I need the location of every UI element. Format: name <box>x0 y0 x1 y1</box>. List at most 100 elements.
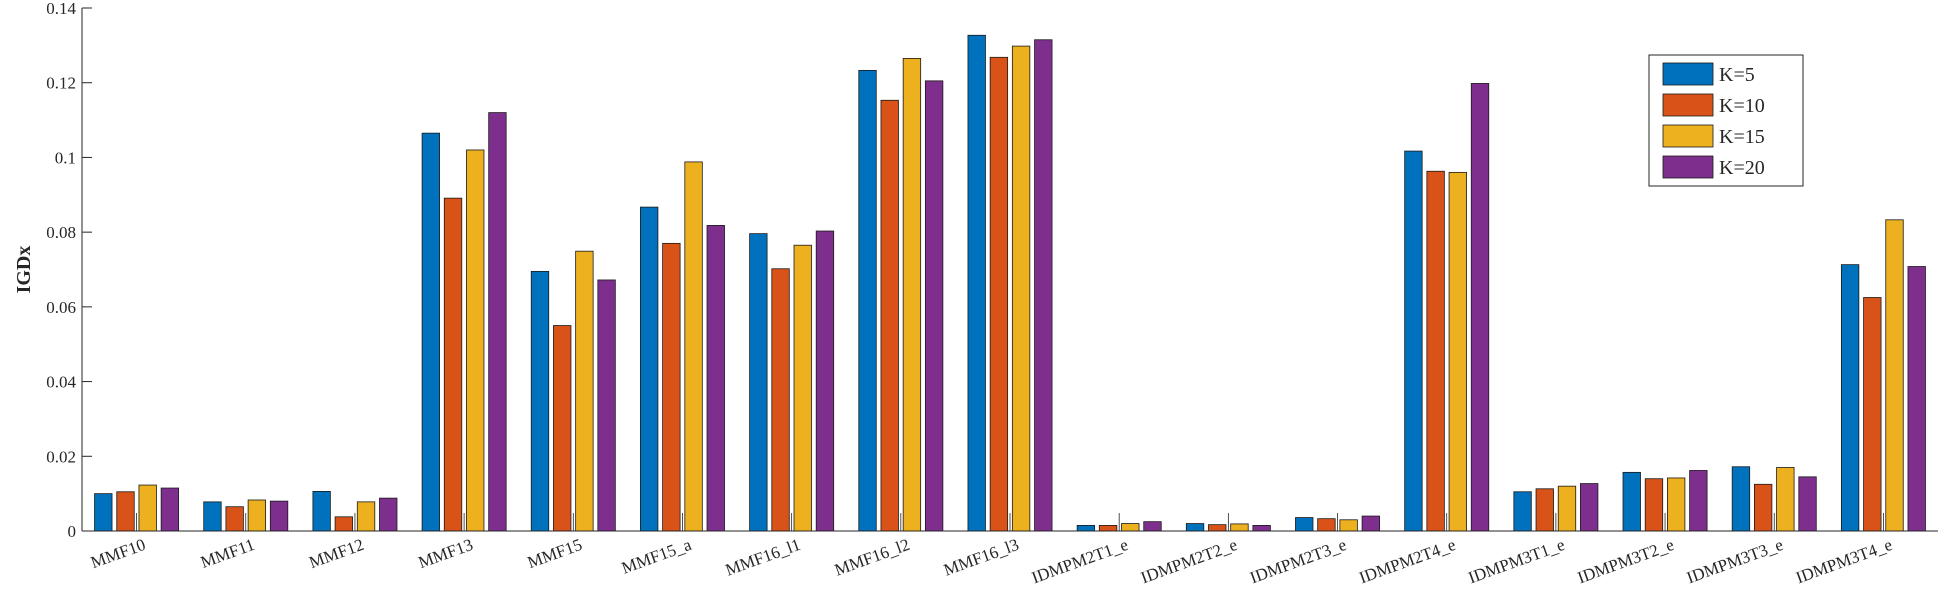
y-tick-label: 0.02 <box>46 447 76 466</box>
bar-MMF11-K=20 <box>269 500 289 532</box>
bar-IDMPM3T4_e-K=5 <box>1840 264 1860 532</box>
bar-IDMPM2T3_e-K=10 <box>1317 518 1336 532</box>
bar-MMF13-K=10 <box>443 197 463 532</box>
bar-MMF16_l2-K=15 <box>902 58 922 532</box>
x-category-label: IDMPM2T4_e <box>1357 535 1458 587</box>
bar-IDMPM3T2_e-K=15 <box>1667 477 1686 532</box>
x-category-label: MMF15 <box>525 535 585 572</box>
bar-IDMPM2T3_e-K=20 <box>1361 515 1380 532</box>
legend-swatch <box>1662 124 1714 148</box>
bar-MMF10-K=5 <box>94 493 113 532</box>
bar-MMF15-K=5 <box>530 270 550 532</box>
bar-MMF15-K=15 <box>575 250 594 532</box>
bar-MMF13-K=5 <box>421 132 440 532</box>
x-category-label: IDMPM2T1_e <box>1029 535 1130 587</box>
bar-MMF10-K=15 <box>138 484 157 532</box>
bar-IDMPM2T1_e-K=5 <box>1076 525 1096 532</box>
category-labels-group: MMF10 MMF11 MMF12 MMF13 MMF15 MMF15_a MMF16_l1… <box>88 535 1895 588</box>
bar-IDMPM3T4_e-K=20 <box>1907 266 1926 532</box>
bar-IDMPM2T4_e-K=20 <box>1470 83 1490 532</box>
x-category-label: MMF16_l1 <box>723 535 803 580</box>
x-category-label: IDMPM2T2_e <box>1138 535 1239 587</box>
y-axis-label: IGDx <box>13 246 35 294</box>
bar-MMF10-K=20 <box>160 487 180 532</box>
bar-IDMPM3T3_e-K=10 <box>1753 483 1773 532</box>
bar-MMF13-K=20 <box>488 112 507 532</box>
bar-IDMPM2T2_e-K=5 <box>1185 523 1205 532</box>
bar-MMF16_l1-K=15 <box>793 244 812 532</box>
bar-IDMPM2T1_e-K=10 <box>1098 525 1118 532</box>
bar-IDMPM2T4_e-K=10 <box>1426 170 1445 532</box>
x-category-label: MMF10 <box>88 535 148 572</box>
legend: K=5 K=10 K=15 K=20 <box>1648 54 1804 187</box>
bar-IDMPM2T3_e-K=15 <box>1339 519 1358 532</box>
bar-MMF15_a-K=15 <box>684 161 703 532</box>
legend-swatch <box>1662 93 1714 117</box>
x-category-label: IDMPM3T3_e <box>1684 535 1785 587</box>
axes-group <box>81 8 1938 532</box>
x-category-label: MMF15_a <box>619 535 694 578</box>
bar-MMF16_l2-K=5 <box>858 69 877 532</box>
bar-IDMPM3T1_e-K=15 <box>1557 485 1577 532</box>
bar-IDMPM3T2_e-K=20 <box>1689 470 1708 532</box>
x-category-label: IDMPM3T4_e <box>1793 535 1894 587</box>
x-category-label: IDMPM3T2_e <box>1575 535 1676 587</box>
legend-label: K=15 <box>1719 126 1765 148</box>
x-category-label: MMF13 <box>416 535 476 572</box>
bar-MMF16_l1-K=20 <box>815 230 835 532</box>
bar-MMF12-K=10 <box>334 516 353 532</box>
bar-IDMPM3T4_e-K=10 <box>1863 297 1882 532</box>
bar-MMF12-K=20 <box>379 497 398 532</box>
bar-IDMPM2T4_e-K=15 <box>1448 171 1467 532</box>
bar-MMF16_l2-K=20 <box>924 80 944 532</box>
bar-IDMPM3T1_e-K=20 <box>1580 483 1599 532</box>
bar-IDMPM3T3_e-K=15 <box>1776 467 1795 532</box>
bar-IDMPM3T2_e-K=5 <box>1622 471 1641 532</box>
bar-MMF15-K=10 <box>553 325 572 532</box>
bar-IDMPM2T3_e-K=5 <box>1295 517 1314 532</box>
bar-MMF16_l3-K=10 <box>989 56 1009 532</box>
y-tick-label: 0 <box>68 522 77 541</box>
bar-IDMPM2T2_e-K=20 <box>1252 525 1271 532</box>
bar-MMF16_l3-K=5 <box>967 34 986 532</box>
bar-IDMPM2T2_e-K=15 <box>1230 523 1249 532</box>
bar-MMF15_a-K=10 <box>662 242 681 532</box>
x-category-label: IDMPM2T3_e <box>1247 535 1348 587</box>
bar-MMF16_l1-K=5 <box>749 233 768 532</box>
legend-swatch <box>1662 155 1714 179</box>
bar-IDMPM2T1_e-K=20 <box>1143 521 1162 532</box>
legend-label: K=5 <box>1719 64 1755 86</box>
bar-IDMPM3T3_e-K=5 <box>1731 466 1751 532</box>
bar-IDMPM2T4_e-K=5 <box>1404 150 1423 532</box>
y-tick-label: 0.14 <box>46 0 76 18</box>
y-tick-label: 0.04 <box>46 373 76 392</box>
y-tick-label: 0.12 <box>46 74 76 93</box>
x-category-label: MMF16_l2 <box>832 535 912 580</box>
bar-IDMPM3T1_e-K=5 <box>1513 491 1532 532</box>
bar-IDMPM2T2_e-K=10 <box>1208 524 1227 532</box>
bar-MMF15_a-K=5 <box>640 206 659 532</box>
bar-MMF10-K=10 <box>116 491 135 532</box>
bar-IDMPM2T1_e-K=15 <box>1121 523 1140 532</box>
bar-MMF12-K=15 <box>356 501 376 532</box>
bar-MMF11-K=5 <box>203 501 222 532</box>
bar-IDMPM3T2_e-K=10 <box>1644 478 1664 532</box>
y-ticks-group: 0 0.02 0.04 0.06 0.08 0.1 0.12 0.14 <box>46 0 92 541</box>
bar-IDMPM3T3_e-K=20 <box>1798 476 1817 532</box>
legend-label: K=10 <box>1719 95 1765 117</box>
bar-IDMPM3T1_e-K=10 <box>1535 488 1554 532</box>
y-tick-label: 0.06 <box>46 298 76 317</box>
bar-MMF16_l3-K=15 <box>1011 45 1031 532</box>
bar-MMF15-K=20 <box>597 279 616 532</box>
legend-swatch <box>1662 62 1714 86</box>
x-category-label: MMF11 <box>198 535 257 572</box>
bar-MMF16_l3-K=20 <box>1034 39 1053 532</box>
x-category-label: IDMPM3T1_e <box>1466 535 1567 587</box>
y-tick-label: 0.1 <box>55 148 76 167</box>
bar-IDMPM3T4_e-K=15 <box>1885 219 1904 532</box>
x-category-label: MMF12 <box>307 535 367 572</box>
bar-MMF12-K=5 <box>312 490 331 532</box>
bar-MMF16_l1-K=10 <box>771 268 790 532</box>
bar-MMF11-K=15 <box>247 499 267 532</box>
